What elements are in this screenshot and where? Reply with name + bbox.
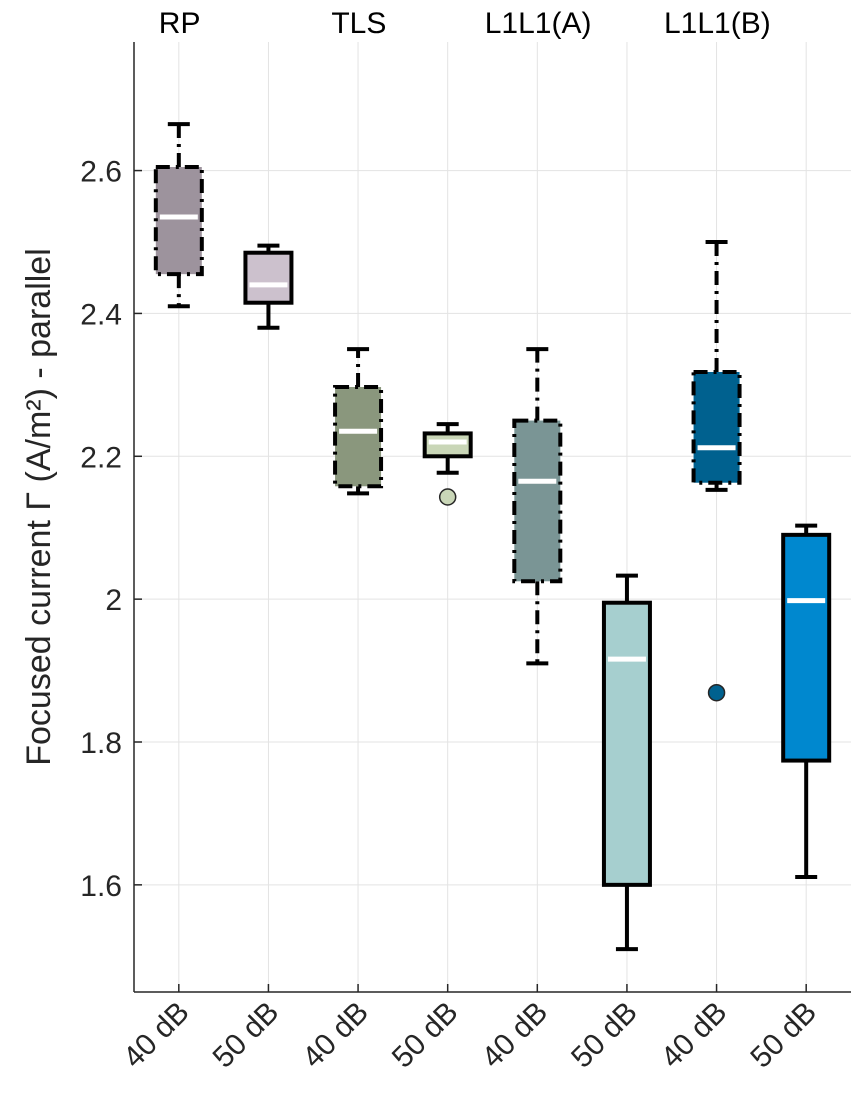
box-body bbox=[422, 431, 473, 459]
box-body bbox=[601, 600, 652, 887]
x-tick-label: 50 dB bbox=[386, 996, 465, 1075]
group-labels: RP TLS L1L1(A) L1L1(B) bbox=[159, 7, 771, 40]
x-tick-label: 40 dB bbox=[475, 996, 554, 1075]
y-tick-label: 2.4 bbox=[80, 298, 122, 331]
grid-lines bbox=[134, 42, 851, 992]
box-1 bbox=[153, 122, 204, 309]
y-tick-label: 1.8 bbox=[80, 727, 122, 760]
box-5 bbox=[512, 347, 563, 666]
x-tick-label: 50 dB bbox=[565, 996, 644, 1075]
outlier-point bbox=[707, 683, 726, 702]
box-body bbox=[512, 418, 563, 584]
group-label: L1L1(A) bbox=[485, 7, 592, 40]
box-4 bbox=[422, 422, 473, 506]
box-6 bbox=[601, 573, 652, 952]
x-tick-label: 50 dB bbox=[744, 996, 823, 1075]
y-tick-label: 2 bbox=[105, 584, 122, 617]
box-body bbox=[243, 250, 294, 305]
x-tick-label: 50 dB bbox=[207, 996, 286, 1075]
group-label: RP bbox=[159, 7, 201, 40]
y-tick-labels: 1.6 1.8 2 2.2 2.4 2.6 bbox=[80, 156, 122, 903]
x-tick-label: 40 dB bbox=[296, 996, 375, 1075]
x-tick-label: 40 dB bbox=[655, 996, 734, 1075]
axes bbox=[133, 42, 851, 993]
y-axis-label: Focused current Γ (A/m²) - parallel bbox=[20, 248, 58, 766]
box-body bbox=[781, 532, 832, 763]
box-body bbox=[333, 385, 384, 489]
x-tick-labels: 40 dB 50 dB 40 dB 50 dB 40 dB 50 dB 40 dB 50 dB bbox=[117, 996, 823, 1075]
box-body bbox=[153, 165, 204, 277]
x-tick-label: 40 dB bbox=[117, 996, 196, 1075]
group-label: TLS bbox=[331, 7, 386, 40]
y-tick-label: 1.6 bbox=[80, 870, 122, 903]
box-series bbox=[153, 122, 832, 952]
y-tick-label: 2.6 bbox=[80, 156, 122, 189]
outlier-point bbox=[438, 488, 457, 506]
box-8 bbox=[781, 523, 832, 879]
y-tick-label: 2.2 bbox=[80, 441, 122, 474]
box-body bbox=[691, 370, 742, 485]
group-label: L1L1(B) bbox=[664, 7, 771, 40]
box-7 bbox=[691, 240, 742, 702]
box-3 bbox=[333, 347, 384, 496]
box-2 bbox=[243, 243, 294, 330]
